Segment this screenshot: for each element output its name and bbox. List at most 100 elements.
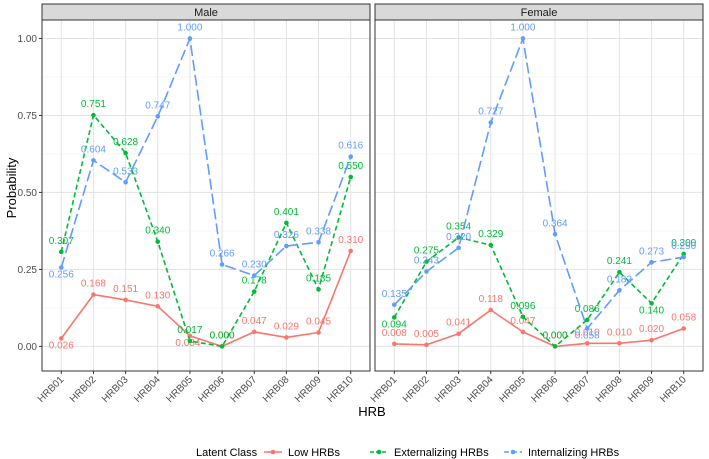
data-label: 0.135 [382, 289, 407, 300]
data-point [316, 287, 321, 292]
legend-key-point [376, 449, 382, 455]
data-label: 0.340 [145, 226, 170, 237]
data-label: 0.096 [510, 301, 535, 312]
x-tick-label: HRB06 [530, 374, 561, 405]
data-point [155, 114, 161, 119]
y-tick-label: 0.50 [18, 188, 38, 199]
data-label: 0.058 [671, 313, 696, 324]
data-point [649, 260, 654, 265]
series-internalizing-hrbs: 0.135 0.243 0.320 0.727 1.000 0.364 0.058 0.182… [382, 22, 697, 341]
x-tick-label: HRB02 [68, 374, 99, 405]
data-point [552, 231, 558, 237]
y-tick-label: 1.00 [18, 34, 38, 45]
data-point [219, 344, 225, 349]
data-label: 0.727 [478, 107, 503, 118]
data-label: 1.000 [510, 22, 535, 33]
data-label: 0.550 [338, 161, 363, 172]
data-label: 0.118 [479, 294, 504, 305]
data-label: 0.354 [446, 221, 471, 232]
data-label: 0.273 [639, 246, 664, 257]
data-point [488, 307, 494, 313]
data-point [456, 331, 461, 337]
data-label: 0.182 [607, 274, 632, 285]
data-label: 0.017 [177, 325, 202, 336]
panel-background [375, 20, 703, 371]
legend-entry-externalizing-hrbs: Externalizing HRBs [370, 447, 489, 459]
data-label: 0.047 [510, 316, 535, 327]
data-label: 0.045 [306, 317, 331, 328]
data-label: 1.000 [177, 22, 202, 33]
data-point [424, 269, 429, 274]
data-point [123, 179, 128, 185]
x-tick-label: HRB10 [658, 374, 689, 405]
data-label: 0.616 [338, 141, 363, 152]
legend-key-point [270, 449, 276, 455]
data-label: 0.008 [382, 328, 407, 339]
data-point [584, 326, 590, 331]
y-tick-label: 0.25 [18, 265, 38, 276]
panel-background [42, 20, 370, 371]
data-label: 0.000 [210, 330, 235, 341]
data-label: 0.034 [175, 338, 200, 349]
data-point [251, 273, 257, 278]
data-point [617, 340, 622, 346]
data-point [391, 302, 397, 308]
x-tick-label: HRB10 [325, 374, 356, 405]
data-label: 0.256 [49, 270, 74, 281]
data-point [391, 315, 397, 320]
legend-label: Externalizing HRBs [394, 447, 489, 459]
x-tick-label: HRB04 [132, 374, 163, 405]
data-point [520, 329, 526, 335]
x-tick-label: HRB03 [433, 374, 464, 405]
data-label: 0.241 [607, 256, 632, 267]
data-label: 0.320 [446, 232, 471, 243]
data-point [456, 235, 461, 240]
series-externalizing-hrbs: 0.307 0.751 0.628 0.340 0.017 0.000 0.178 0.401… [49, 99, 364, 349]
data-point [284, 243, 289, 249]
data-point [284, 335, 289, 340]
data-label: 0.275 [414, 246, 439, 257]
x-tick-label: HRB07 [229, 374, 260, 405]
x-tick-label: HRB06 [197, 374, 228, 405]
data-label: 0.086 [575, 304, 600, 315]
legend-entry-low-hrbs: Low HRBs [264, 447, 340, 459]
data-point [348, 174, 354, 180]
x-tick-label: HRB04 [465, 374, 496, 405]
data-point [155, 304, 161, 309]
legend-label: Internalizing HRBs [528, 447, 620, 459]
data-point [456, 245, 461, 251]
x-tick-label: HRB01 [369, 374, 400, 405]
data-label: 0.751 [81, 99, 106, 110]
y-tick-label: 0.75 [18, 111, 38, 122]
facet-title: Female [521, 7, 558, 19]
data-point [123, 150, 128, 156]
data-label: 0.010 [607, 327, 632, 338]
x-tick-label: HRB05 [164, 374, 195, 405]
data-label: 0.000 [210, 330, 235, 341]
data-label: 0.000 [543, 330, 568, 341]
data-label: 0.151 [113, 284, 138, 295]
data-label: 0.290 [671, 241, 696, 252]
data-label: 0.168 [81, 279, 106, 290]
series-line [394, 309, 684, 348]
data-point [155, 239, 161, 244]
data-point [348, 248, 354, 254]
data-label: 0.094 [382, 319, 407, 330]
data-label: 0.307 [49, 236, 74, 247]
x-tick-label: HRB09 [626, 374, 657, 405]
data-point [58, 265, 64, 270]
data-label: 0.533 [113, 166, 138, 177]
data-point [584, 317, 590, 323]
data-point [123, 297, 128, 303]
data-point [91, 112, 96, 118]
data-label: 0.005 [414, 329, 439, 340]
data-point [520, 314, 526, 320]
legend-title: Latent Class [196, 447, 258, 459]
data-label: 0.329 [478, 229, 503, 240]
data-point [284, 220, 289, 226]
data-point [58, 336, 64, 341]
data-point [91, 292, 96, 297]
data-label: 0.026 [49, 340, 74, 351]
